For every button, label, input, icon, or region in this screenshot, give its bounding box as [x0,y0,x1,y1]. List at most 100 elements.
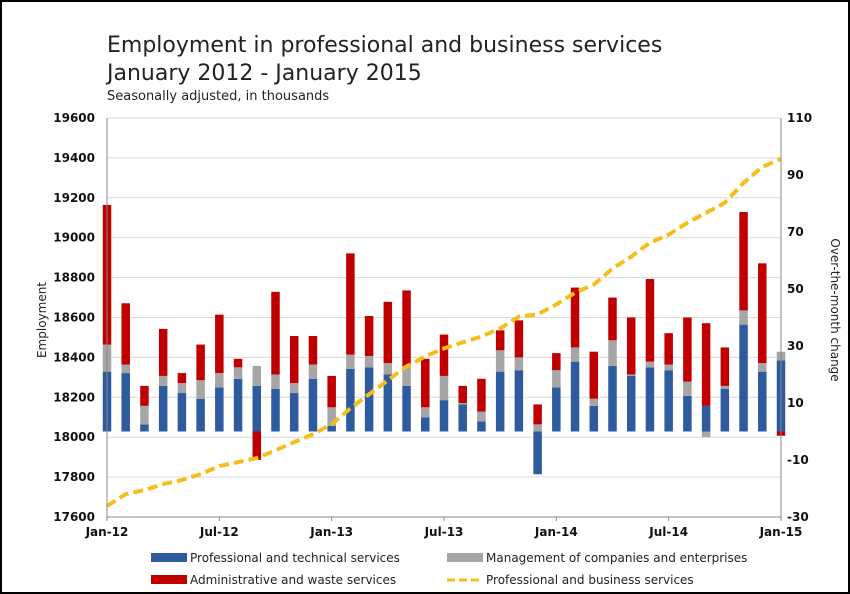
bar-administrative [458,385,467,403]
bar-administrative [495,330,505,351]
bar-administrative [720,347,730,386]
bar-professional-technical [552,387,561,432]
bar-professional-technical [271,388,280,432]
y-left-tick-label: 18600 [53,311,95,325]
bar-management [495,350,505,372]
legend-label-management: Management of companies and enterprises [486,551,747,565]
bar-management [439,375,449,401]
bar-administrative [233,358,243,368]
bar-management [608,340,617,366]
chart-title-line-2: January 2012 - January 2015 [105,61,422,86]
bar-management [289,383,299,394]
bar-management [683,381,692,396]
bar-administrative [346,253,355,355]
y-right-tick-label: 90 [787,168,804,182]
bar-professional-technical [346,368,355,432]
y-right-tick-label: 10 [787,396,804,410]
y-right-tick-label: 50 [787,282,804,296]
bars [102,204,786,475]
bar-administrative [514,320,524,358]
bar-management [758,363,767,372]
bar-professional-technical [439,400,449,432]
bar-professional-technical [664,370,673,432]
bar-professional-technical [421,417,430,432]
bar-administrative [552,353,561,371]
y-left-tick-label: 18000 [53,430,95,444]
bar-professional-technical [626,375,636,432]
bar-administrative [739,212,748,311]
x-tick-label: Jan-15 [759,525,803,539]
bar-professional-technical [701,405,711,432]
bar-professional-technical [495,371,505,432]
bar-professional-technical [308,378,318,432]
bar-professional-technical [158,385,168,432]
bar-professional-technical [215,387,224,432]
y-left-tick-label: 19200 [53,191,95,205]
bar-management [196,380,205,399]
bar-professional-technical [683,395,692,432]
bar-administrative [589,351,599,399]
bar-administrative [196,344,205,381]
bar-administrative [252,431,262,460]
bar-management [271,374,280,389]
x-axis-ticks: Jan-12 Jul-12 Jan-13 Jul-13 Jan-14 Jul-14 Jan-… [85,517,803,539]
y-left-tick-label: 17600 [53,510,95,524]
bar-professional-technical [477,421,486,432]
x-tick-label: Jan-12 [85,525,129,539]
bar-administrative [439,334,449,376]
bar-professional-technical [645,367,655,432]
bar-professional-technical [121,373,130,432]
x-tick-label: Jan-14 [534,525,578,539]
bar-management [158,375,168,386]
bar-professional-technical [177,393,187,432]
bar-management [327,407,336,426]
bar-administrative [364,316,374,356]
bar-professional-technical [233,378,243,432]
bar-management [308,364,318,379]
bar-administrative [645,279,655,362]
bar-administrative [626,317,636,375]
bar-management [514,357,524,371]
y-right-tick-label: -10 [787,453,809,467]
legend-label-professional-business: Professional and business services [486,573,694,587]
bar-professional-technical [383,374,393,432]
y-left-tick-label: 18200 [53,390,95,404]
bar-administrative [215,314,224,374]
bar-management [477,411,486,422]
bar-administrative [664,333,673,365]
y-left-tick-label: 19000 [53,231,95,245]
y-axis-left-label: Employment [35,282,49,358]
bar-professional-technical [720,388,730,432]
bar-administrative [158,328,168,376]
bar-administrative [402,290,411,366]
bar-management [346,354,355,369]
bar-professional-technical [327,425,336,432]
legend-swatch-administrative [151,575,187,584]
bar-management [664,364,673,371]
y-right-tick-label: 30 [787,339,804,353]
bar-administrative [570,287,580,348]
bar-management [364,355,374,368]
bar-management [626,374,636,376]
x-tick-label: Jul-14 [648,525,688,539]
y-left-tick-label: 19400 [53,151,95,165]
bar-management [570,347,580,362]
bar-professional-technical [252,385,262,432]
bar-management [177,383,187,394]
bar-professional-technical [140,424,149,432]
legend: Professional and technical services Mana… [151,551,747,587]
y-left-tick-label: 19600 [53,111,95,125]
bar-professional-technical [589,405,599,432]
bar-professional-technical [289,393,299,432]
bar-professional-technical [196,398,205,432]
bar-administrative [701,323,711,406]
bar-management [701,431,711,438]
bar-professional-technical [514,370,524,432]
y-right-tick-label: 110 [787,111,812,125]
y-right-tick-label: -30 [787,510,809,524]
bar-professional-technical [570,361,580,432]
bar-administrative [308,336,318,365]
bar-administrative [271,291,280,375]
bar-administrative [758,263,767,364]
